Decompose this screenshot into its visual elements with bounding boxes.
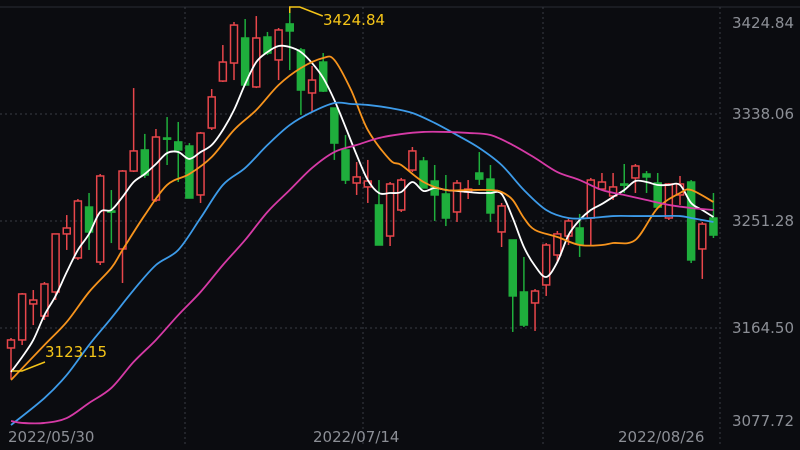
y-tick-label: 3338.06 [731,105,794,123]
moving-average-line-1 [10,44,714,373]
candle-up [51,233,60,293]
candle-up [352,176,361,184]
x-tick-label: 2022/07/14 [313,428,400,446]
candle-up [6,339,16,349]
candle-down [174,141,183,151]
candle-up [530,290,540,304]
x-tick-label: 2022/05/30 [8,428,95,446]
candle-down [486,178,495,214]
max-annotation-leader [289,6,324,17]
candle-up [307,79,317,94]
candle-up [118,170,127,250]
candle-down [475,172,484,180]
candle-down [709,217,718,236]
candle-up [129,150,138,172]
moving-average-line-4 [10,130,714,425]
candle-down [374,204,384,246]
candle-up [151,136,161,201]
candle-down [519,291,529,326]
candle-down [575,227,584,245]
candle-up [17,293,27,341]
candle-down [341,149,350,181]
min-annotation-leader [12,361,46,372]
candle-up [408,150,417,171]
candle-down [441,193,451,219]
candle-up [541,244,551,286]
candle-up [252,37,261,88]
y-tick-label: 3251.28 [731,212,794,230]
candle-up [698,223,707,250]
y-tick-label: 3424.84 [731,14,794,32]
candle-down [642,173,651,178]
candle-up [229,24,239,64]
candle-up [397,179,406,211]
candle-down [620,183,629,186]
moving-average-line-3 [10,101,714,426]
candle-down [162,137,172,140]
candle-down [330,107,339,144]
x-tick-label: 2022/08/26 [618,428,705,446]
candle-down [419,160,428,189]
candle-up [218,61,228,82]
candle-up [497,205,506,233]
candle-up [631,165,640,179]
candle-up [452,182,462,213]
candle-down [508,239,517,297]
candle-up [207,96,216,129]
moving-average-line-2 [10,55,714,381]
candle-up [95,175,105,263]
y-tick-label: 3077.72 [731,412,794,430]
candle-up [553,233,562,256]
candle-down [84,206,94,233]
candle-down [686,181,696,261]
candle-up [385,183,395,237]
candle-up [62,227,71,235]
candle-down [285,23,294,32]
y-tick-label: 3164.50 [731,319,794,337]
candle-up [73,200,83,259]
min-price-annotation: 3123.15 [45,343,108,361]
candle-up [29,299,38,305]
max-price-annotation: 3424.84 [323,11,386,29]
candle-up [597,181,607,190]
